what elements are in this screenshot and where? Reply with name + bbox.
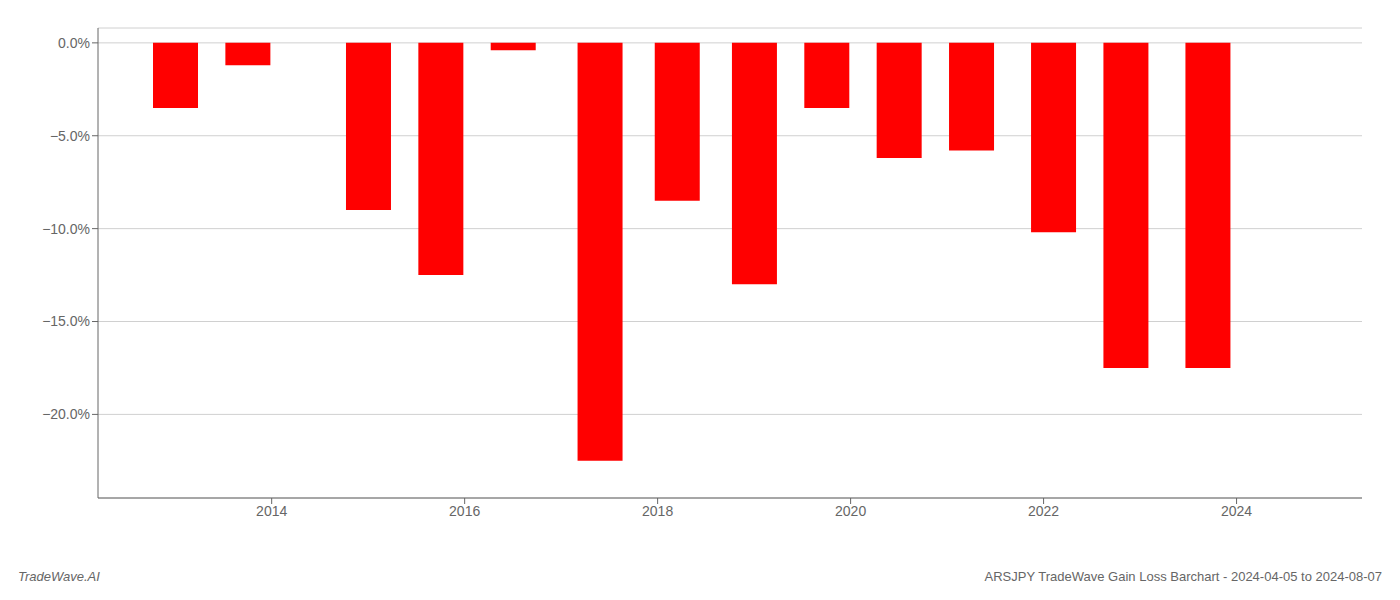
svg-text:2024: 2024 <box>1221 503 1252 519</box>
svg-text:2020: 2020 <box>835 503 866 519</box>
svg-text:−20.0%: −20.0% <box>42 406 90 422</box>
html-text:TradeWave.AI: TradeWave.AI <box>18 569 100 584</box>
svg-text:2014: 2014 <box>256 503 287 519</box>
html-text:ARSJPY TradeWave Gain Loss Bar: ARSJPY TradeWave Gain Loss Barchart - 20… <box>984 569 1382 584</box>
svg-text:0.0%: 0.0% <box>58 35 90 51</box>
svg-text:2018: 2018 <box>642 503 673 519</box>
svg-text:2022: 2022 <box>1028 503 1059 519</box>
svg-text:−15.0%: −15.0% <box>42 313 90 329</box>
svg-text:2016: 2016 <box>449 503 480 519</box>
svg-text:−5.0%: −5.0% <box>50 128 90 144</box>
svg-text:−10.0%: −10.0% <box>42 221 90 237</box>
